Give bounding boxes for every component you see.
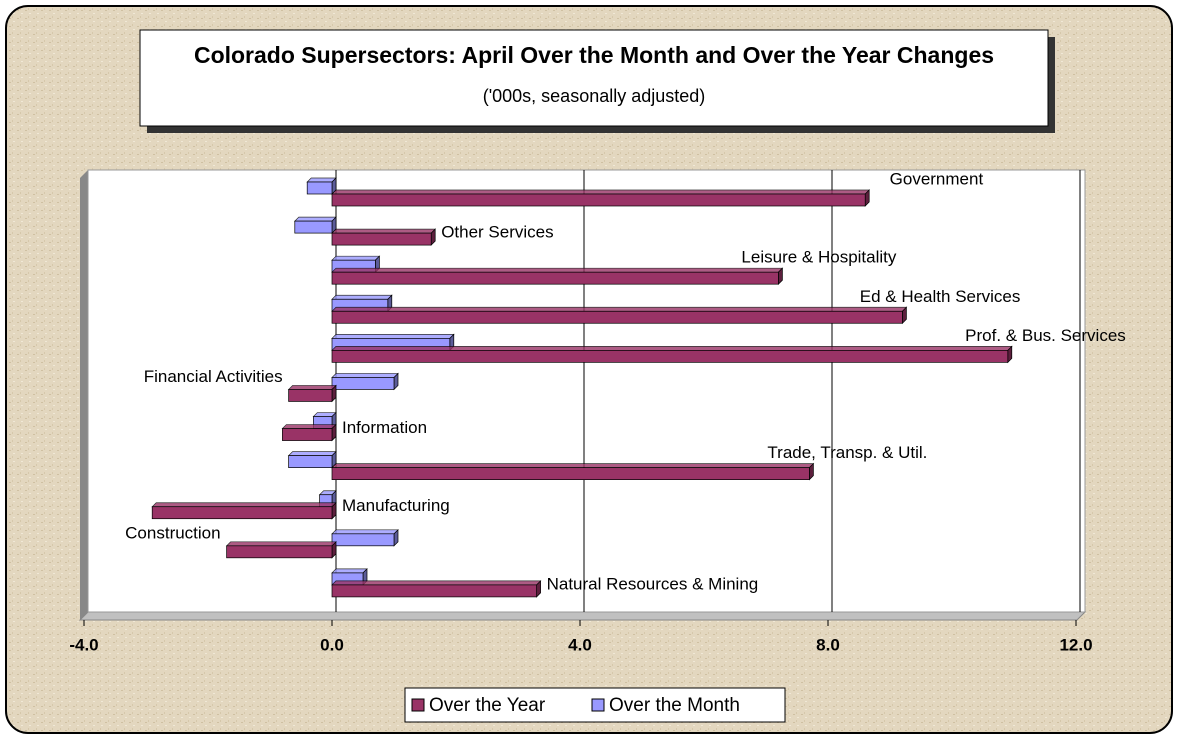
bar-top [331,529,399,535]
legend: Over the Year Over the Month [404,687,786,723]
bar [306,181,333,195]
bar-top [331,255,381,261]
x-tick-label: 0.0 [320,635,344,654]
bar [288,389,333,402]
bar-top [225,541,337,547]
bar-top [331,306,908,312]
bar-top [331,463,815,468]
bar-top [331,568,368,574]
x-tick-label: 12.0 [1059,635,1092,654]
x-tick-label: 8.0 [816,635,840,654]
bar-top [151,502,337,508]
bar-top [287,451,337,456]
x-tick-label: -4.0 [69,635,98,654]
legend-swatch [411,698,425,712]
category-label: Natural Resources & Mining [547,574,759,593]
bar-top [293,216,337,222]
bar [331,310,903,324]
bar-top [331,334,455,339]
category-label: Leisure & Hospitality [741,248,896,267]
bar [151,506,333,520]
category-label: Financial Activities [144,367,283,386]
bar-top [331,267,784,273]
title-box [139,29,1049,127]
legend-label: Over the Year [429,695,546,716]
chart-title: Colorado Supersectors: April Over the Mo… [194,42,994,68]
plot-area [87,169,1086,613]
plot-floor [78,611,1087,621]
bar-top [281,424,337,429]
category-label: Information [342,418,427,437]
bar [331,584,537,598]
category-label: Other Services [441,223,553,242]
bar [288,455,333,468]
bar [331,350,1009,363]
bar [331,377,395,390]
legend-label: Over the Month [609,695,740,716]
chart-subtitle: ('000s, seasonally adjusted) [483,86,706,106]
category-label: Ed & Health Services [860,287,1021,306]
bar-top [331,228,437,234]
bar [331,193,866,207]
bar-top [331,294,393,300]
bar [331,467,810,480]
bar-top [306,177,337,183]
bar-top [331,189,871,195]
bar-top [331,580,542,586]
category-label: Prof. & Bus. Services [965,326,1126,345]
category-label: Government [890,169,984,188]
bar [331,232,432,246]
category-label: Manufacturing [342,496,450,515]
category-label: Construction [125,523,220,542]
bar [294,220,333,234]
bar [282,428,333,441]
bar-top [331,373,399,378]
bar [226,545,333,559]
x-tick-label: 4.0 [568,635,592,654]
legend-swatch [591,698,605,712]
bar-top [331,346,1013,351]
category-label: Trade, Transp. & Util. [767,443,927,462]
plot-side-wall [80,170,88,620]
bar [331,533,395,547]
bar [331,271,779,285]
bar-top [287,385,337,390]
